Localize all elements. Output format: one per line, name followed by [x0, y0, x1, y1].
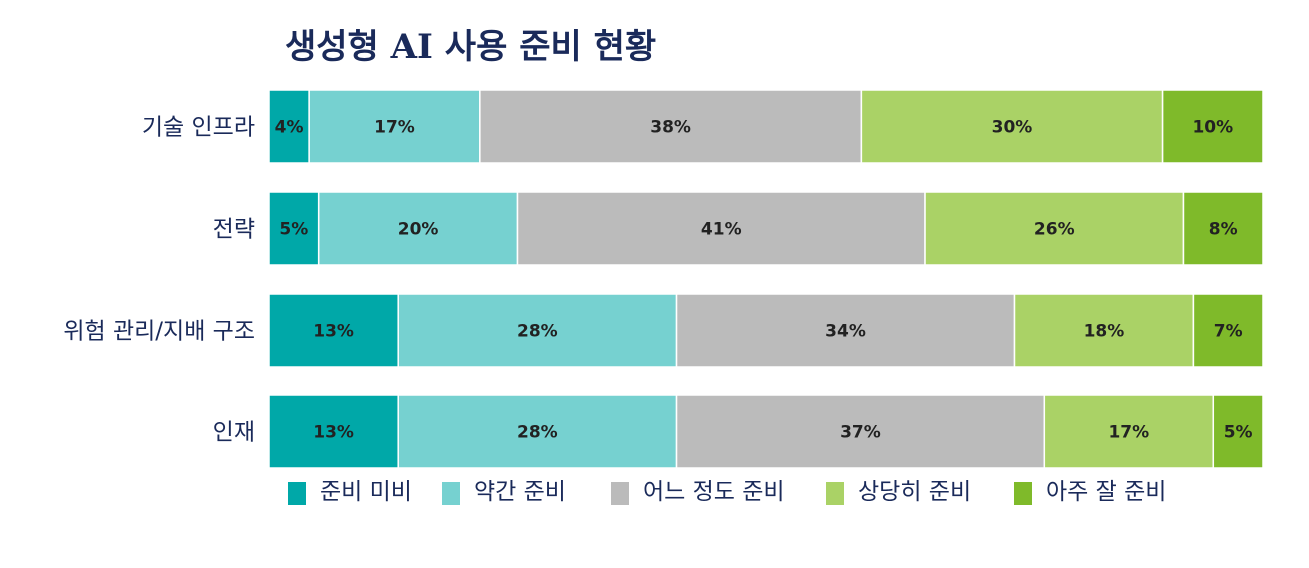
legend-label: 어느 정도 준비 [643, 479, 785, 505]
bar-segment [675, 394, 1046, 469]
data-label: 18% [1084, 322, 1125, 342]
bar-segment [268, 394, 399, 469]
category-label: 기술 인프라 [142, 115, 255, 141]
bar-segment [308, 89, 481, 164]
legend-label: 준비 미비 [320, 479, 412, 505]
category-label: 전략 [213, 217, 255, 243]
data-label: 8% [1209, 220, 1238, 240]
bar-segment [516, 191, 926, 266]
data-label: 30% [992, 118, 1033, 138]
bar-segment [1013, 293, 1195, 368]
legend-swatch [288, 482, 306, 505]
bar-segment [924, 191, 1185, 266]
data-label: 13% [313, 322, 354, 342]
data-label: 17% [1108, 423, 1149, 443]
bars-group: 4% 17% 38% 30% 10% 5% 20% 41% 26% 8% 13% 28% 34% 18% 7… [268, 89, 1264, 469]
data-label: 17% [374, 118, 415, 138]
data-label: 38% [650, 118, 691, 138]
data-label: 26% [1034, 220, 1075, 240]
bar-segment [397, 394, 678, 469]
bar-segment [268, 191, 320, 266]
bar-segment [860, 89, 1164, 164]
legend-swatch [442, 482, 460, 505]
bar-segment [397, 293, 678, 368]
bar-segment [675, 293, 1016, 368]
data-label: 34% [825, 322, 866, 342]
bar-segment [1161, 89, 1264, 164]
bar-segment [268, 89, 310, 164]
data-label: 5% [279, 220, 308, 240]
data-label: 4% [275, 118, 304, 138]
category-label: 인재 [213, 420, 255, 446]
data-label: 28% [517, 322, 558, 342]
data-label: 37% [840, 423, 881, 443]
bar-segment [1182, 191, 1264, 266]
bar-segment [479, 89, 863, 164]
data-label: 10% [1192, 118, 1233, 138]
data-label: 7% [1214, 322, 1243, 342]
data-label: 41% [701, 220, 742, 240]
legend-label: 약간 준비 [474, 479, 566, 505]
category-label: 위험 관리/지배 구조 [63, 319, 255, 345]
legend-swatch [826, 482, 844, 505]
bar-segment [1192, 293, 1264, 368]
data-label: 20% [398, 220, 439, 240]
bar-segment [1043, 394, 1215, 469]
chart-title: 생성형 AI 사용 준비 현황 [285, 27, 656, 67]
bar-segment [1212, 394, 1264, 469]
data-label: 28% [517, 423, 558, 443]
legend: 준비 미비 약간 준비 어느 정도 준비 상당히 준비 아주 잘 준비 [288, 479, 1166, 505]
data-label: 13% [313, 423, 354, 443]
legend-swatch [1014, 482, 1032, 505]
legend-swatch [611, 482, 629, 505]
data-label: 5% [1224, 423, 1253, 443]
bar-segment [317, 191, 519, 266]
legend-label: 아주 잘 준비 [1046, 479, 1166, 505]
legend-label: 상당히 준비 [858, 479, 971, 505]
